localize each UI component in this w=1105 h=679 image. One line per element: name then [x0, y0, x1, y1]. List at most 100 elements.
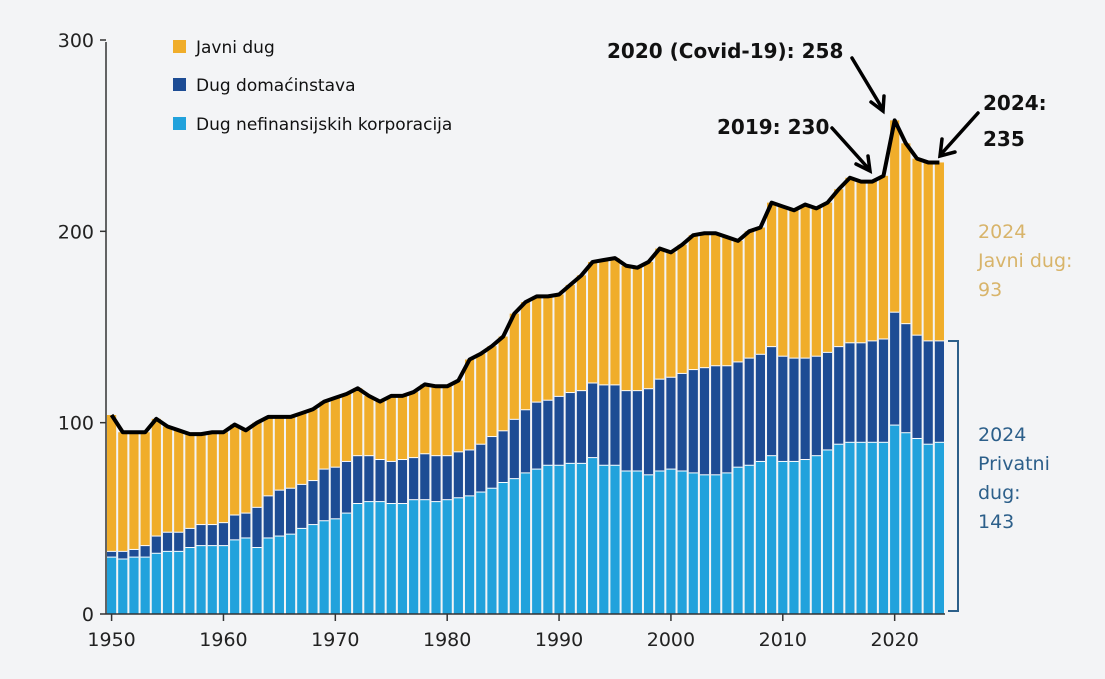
bar-1952-series-2: [129, 432, 139, 549]
bar-1975-series-2: [386, 395, 396, 461]
bar-1985-series-0: [498, 481, 508, 614]
bar-1967-series-1: [297, 483, 307, 528]
bar-1976-series-1: [397, 459, 408, 504]
bar-1993-series-0: [588, 457, 598, 614]
bar-1963-series-1: [252, 506, 262, 548]
bar-1963-series-2: [252, 422, 262, 507]
bar-1993-series-2: [588, 261, 598, 383]
bar-1950-series-0: [107, 556, 117, 614]
bar-2000-series-2: [666, 252, 676, 377]
bar-1955-series-1: [162, 531, 173, 551]
legend-label-public: Javni dug: [195, 38, 275, 58]
bar-1974-series-0: [375, 501, 385, 614]
bar-2013-series-0: [811, 455, 821, 614]
legend-swatch-households: [173, 78, 186, 91]
side-label-public-line1: 2024: [978, 221, 1026, 243]
bar-2004-series-1: [711, 365, 721, 475]
bar-1970-series-0: [330, 518, 340, 614]
bar-1983-series-0: [476, 491, 486, 614]
bar-1996-series-1: [621, 390, 631, 471]
legend-item-households: Dug domaćinstava: [173, 76, 356, 96]
bar-1991-series-2: [565, 284, 575, 393]
bar-1957-series-0: [185, 547, 195, 614]
arrow-2020: [850, 56, 884, 110]
bar-2021-series-0: [901, 432, 911, 614]
bar-2012-series-1: [800, 357, 810, 460]
private-debt-bracket: [948, 340, 959, 612]
bar-1965-series-0: [274, 535, 284, 614]
bar-2018-series-2: [867, 181, 877, 341]
bar-1975-series-0: [386, 503, 396, 614]
bar-2009-series-2: [767, 202, 777, 347]
bar-1962-series-1: [241, 512, 251, 538]
bar-1950-series-1: [107, 550, 117, 557]
bar-2008-series-0: [755, 460, 765, 614]
arrow-2020-head: [869, 94, 886, 115]
bar-2011-series-0: [789, 460, 799, 614]
bar-2017-series-0: [856, 441, 866, 614]
bar-1980-series-2: [442, 386, 452, 456]
bar-separator-1996-1: [621, 389, 631, 392]
bar-2019-series-0: [878, 441, 889, 614]
bar-separator-1981-0: [453, 496, 463, 499]
bar-1978-series-1: [420, 453, 430, 500]
bar-1952-series-1: [129, 548, 139, 557]
bar-2004-series-0: [711, 474, 721, 614]
bar-1954-series-2: [151, 418, 161, 536]
bar-1956-series-1: [174, 531, 184, 551]
bar-1953-series-0: [140, 556, 150, 614]
bar-1964-series-2: [263, 416, 273, 496]
bar-1980-series-0: [442, 499, 452, 614]
bar-2006-series-0: [733, 466, 743, 614]
bar-1986-series-1: [509, 418, 519, 479]
y-tick-label-0: 0: [82, 604, 94, 626]
x-tick-label-2010: 2010: [759, 629, 807, 651]
bar-1965-series-1: [274, 489, 284, 536]
annotation-arrows: [830, 56, 980, 175]
bar-1965-series-2: [274, 416, 284, 490]
bar-1991-series-1: [565, 392, 575, 463]
x-tick-label-1960: 1960: [199, 629, 247, 651]
bar-1978-series-2: [420, 384, 430, 454]
bar-1989-series-2: [543, 296, 553, 400]
bar-2007-series-1: [744, 357, 754, 465]
bar-1972-series-0: [353, 503, 363, 614]
bar-1975-series-1: [386, 460, 396, 504]
bar-1971-series-2: [341, 393, 352, 461]
bar-1978-series-0: [420, 499, 430, 614]
bar-1967-series-0: [297, 527, 307, 614]
bar-1995-series-0: [610, 464, 620, 614]
bar-1982-series-2: [464, 359, 475, 450]
bar-2011-series-2: [789, 210, 799, 358]
bar-separator-1952-1: [129, 547, 139, 550]
bar-1976-series-2: [397, 395, 408, 460]
bar-separator-2008-1: [755, 352, 765, 355]
bar-2001-series-2: [677, 244, 687, 373]
bar-1958-series-1: [196, 524, 206, 546]
bar-2019-series-2: [878, 175, 889, 339]
bar-1971-series-0: [341, 512, 352, 614]
bar-1959-series-1: [207, 524, 217, 546]
bar-2017-series-1: [856, 342, 866, 442]
bar-2012-series-2: [800, 204, 810, 358]
bar-1961-series-0: [230, 539, 240, 614]
bar-2016-series-2: [845, 177, 855, 343]
bar-1970-series-2: [330, 397, 340, 467]
bar-1971-series-1: [341, 460, 352, 513]
bar-1997-series-2: [632, 267, 642, 391]
bar-1961-series-2: [230, 424, 240, 515]
arrow-2019-head: [854, 154, 873, 175]
bar-1959-series-2: [207, 432, 217, 525]
bar-1968-series-1: [308, 480, 318, 525]
bar-separator-2005-1: [722, 364, 732, 367]
bar-separator-2001-1: [677, 371, 687, 374]
bar-2016-series-1: [845, 342, 855, 442]
bar-2010-series-2: [778, 206, 788, 356]
bar-1980-series-1: [442, 455, 452, 500]
bar-1955-series-0: [162, 550, 173, 614]
bar-1960-series-1: [218, 522, 229, 546]
bar-1969-series-1: [319, 468, 329, 521]
bar-1963-series-0: [252, 547, 262, 614]
bar-1985-series-2: [498, 336, 508, 431]
